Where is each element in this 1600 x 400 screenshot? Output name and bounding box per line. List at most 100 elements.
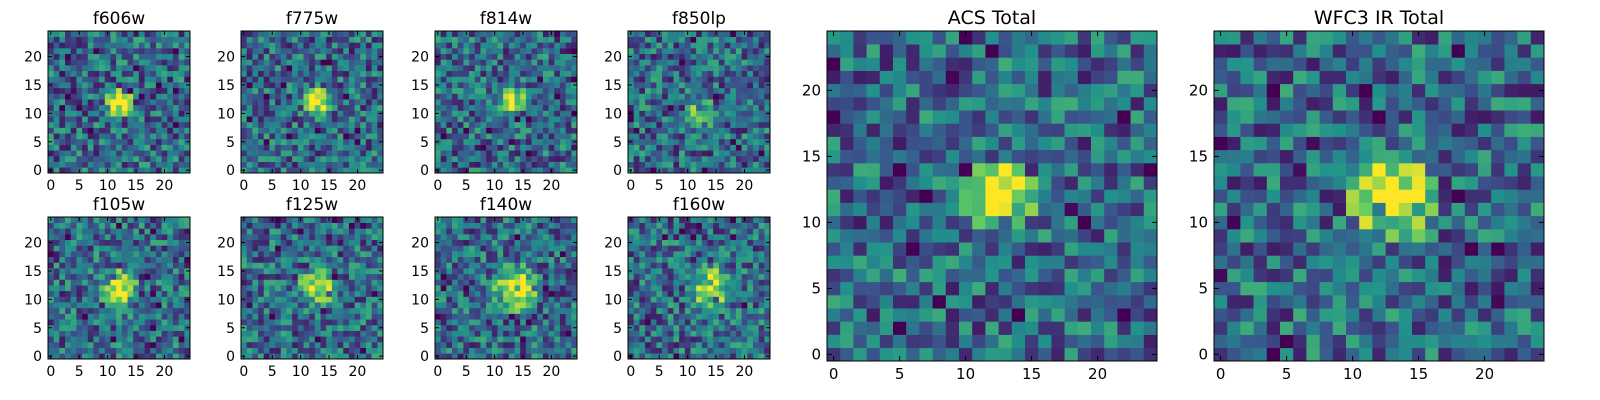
heatmap-cell — [241, 341, 247, 348]
heatmap-cell — [292, 65, 299, 72]
heatmap-cell — [452, 336, 459, 343]
heatmap-cell — [354, 347, 361, 354]
heatmap-cell — [161, 150, 168, 157]
heatmap-cell — [548, 99, 555, 106]
heatmap-cell — [121, 53, 128, 60]
heatmap-cell — [320, 138, 327, 145]
heatmap-cell — [326, 48, 333, 55]
heatmap-cell — [673, 319, 680, 326]
heatmap-cell — [150, 110, 157, 117]
heatmap-cell — [480, 353, 487, 360]
heatmap-cell — [435, 48, 441, 55]
heatmap-cell — [343, 313, 350, 320]
heatmap-cell — [309, 353, 316, 360]
heatmap-cell — [747, 99, 754, 106]
heatmap-cell — [87, 290, 94, 297]
heatmap-cell — [542, 53, 549, 60]
heatmap-cell — [76, 104, 83, 111]
heatmap-cell — [59, 256, 66, 263]
heatmap-cell — [263, 228, 270, 235]
heatmap-cell — [531, 36, 538, 43]
x-tick-label: 15 — [514, 364, 532, 380]
heatmap-cell — [65, 36, 72, 43]
heatmap-cell — [252, 87, 259, 94]
heatmap-cell — [53, 324, 60, 331]
heatmap-cell — [554, 59, 561, 66]
heatmap-cell — [252, 307, 259, 314]
heatmap-cell — [525, 70, 532, 77]
heatmap-cell — [548, 324, 555, 331]
heatmap-cell — [503, 273, 510, 280]
heatmap-cell — [446, 42, 453, 49]
heatmap-cell — [457, 307, 464, 314]
heatmap-cell — [121, 239, 128, 246]
heatmap-cell — [713, 70, 720, 77]
heatmap-cell — [82, 285, 89, 292]
heatmap-cell — [155, 330, 162, 337]
heatmap-cell — [542, 133, 549, 140]
heatmap-cell — [303, 121, 310, 128]
heatmap-cell — [503, 341, 510, 348]
heatmap-cell — [639, 150, 646, 157]
heatmap-cell — [486, 65, 493, 72]
heatmap-cell — [309, 59, 316, 66]
heatmap-cell — [718, 76, 725, 83]
heatmap-cell — [263, 167, 270, 174]
heatmap-cell — [297, 110, 304, 117]
heatmap-cell — [639, 330, 646, 337]
heatmap-cell — [491, 42, 498, 49]
heatmap-cell — [537, 251, 544, 258]
heatmap-cell — [514, 268, 521, 275]
heatmap-cell — [503, 313, 510, 320]
heatmap-cell — [565, 285, 572, 292]
heatmap-cell — [150, 138, 157, 145]
heatmap-cell — [435, 285, 441, 292]
heatmap-cell — [730, 285, 737, 292]
heatmap-cell — [673, 150, 680, 157]
heatmap-cell — [645, 127, 652, 134]
heatmap-cell — [286, 217, 293, 223]
heatmap-cell — [99, 239, 106, 246]
heatmap-cell — [93, 161, 100, 168]
heatmap-cell — [645, 150, 652, 157]
heatmap-cell — [292, 268, 299, 275]
heatmap-cell — [82, 70, 89, 77]
heatmap-cell — [70, 93, 77, 100]
heatmap-cell — [486, 319, 493, 326]
heatmap-cell — [752, 99, 759, 106]
heatmap-cell — [337, 93, 344, 100]
heatmap-cell — [764, 313, 771, 320]
heatmap-cell — [497, 330, 504, 337]
heatmap-cell — [377, 150, 384, 157]
heatmap-cell — [104, 341, 111, 348]
heatmap-cell — [435, 307, 441, 314]
heatmap-cell — [565, 144, 572, 151]
heatmap-cell — [99, 53, 106, 60]
heatmap-cell — [520, 228, 527, 235]
heatmap-cell — [377, 161, 384, 168]
heatmap-cell — [48, 150, 54, 157]
heatmap-cell — [354, 99, 361, 106]
heatmap-cell — [87, 313, 94, 320]
heatmap-cell — [150, 319, 157, 326]
heatmap-cell — [150, 93, 157, 100]
heatmap-cell — [684, 82, 691, 89]
heatmap-cell — [758, 110, 765, 117]
heatmap-cell — [104, 36, 111, 43]
heatmap-cell — [435, 279, 441, 286]
heatmap-cell — [435, 341, 441, 348]
heatmap-cell — [241, 116, 247, 123]
heatmap-cell — [241, 336, 247, 343]
heatmap-cell — [252, 155, 259, 162]
heatmap-cell — [735, 273, 742, 280]
heatmap-cell — [696, 138, 703, 145]
heatmap-cell — [269, 228, 276, 235]
heatmap-cell — [269, 127, 276, 134]
heatmap-cell — [303, 234, 310, 241]
heatmap-cell — [741, 313, 748, 320]
heatmap-cell — [463, 234, 470, 241]
heatmap-cell — [542, 279, 549, 286]
heatmap-cell — [286, 222, 293, 229]
heatmap-cell — [440, 341, 447, 348]
heatmap-cell — [331, 336, 338, 343]
